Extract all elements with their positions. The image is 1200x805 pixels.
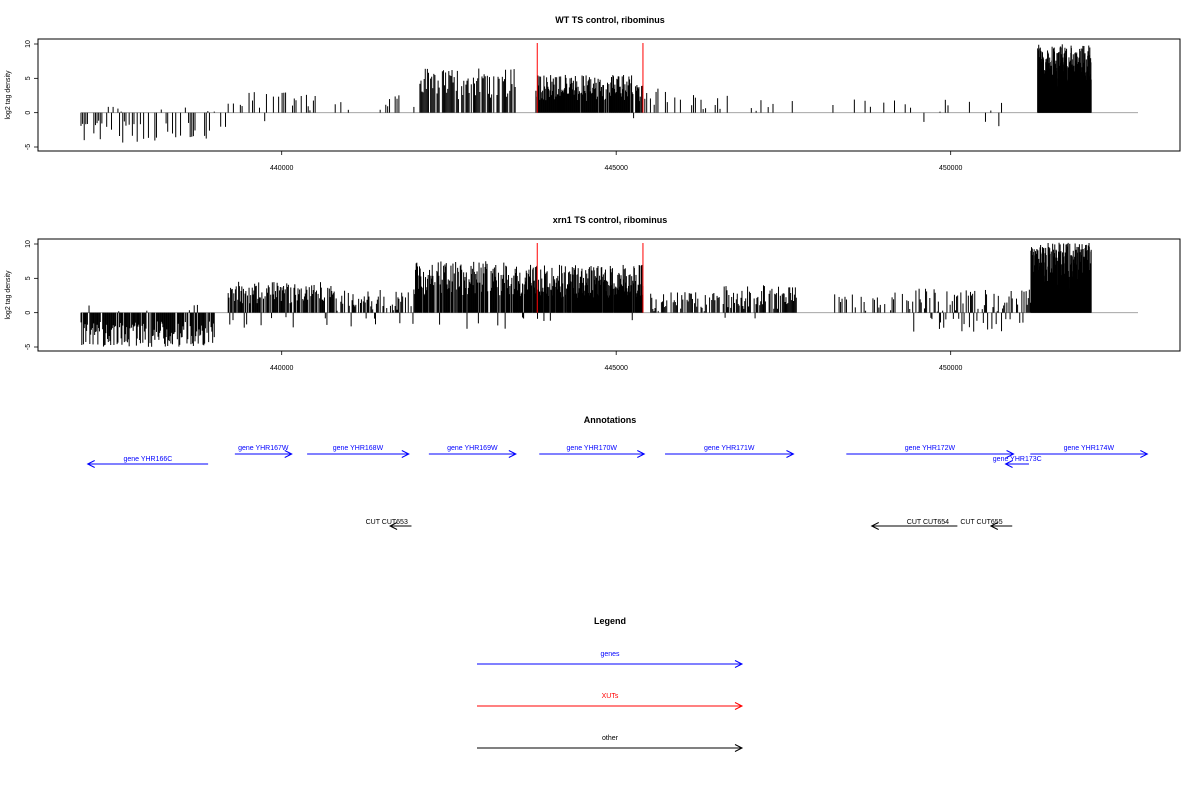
gene-arrow-head [508, 450, 517, 458]
annotations-title: Annotations [584, 415, 637, 425]
panel2-ylabel: log2 tag density [5, 270, 12, 320]
panel2-plot: -5 0 5 10 440000 445000 450000 [25, 238, 1181, 372]
legend-title: Legend [594, 616, 626, 626]
x-tick-label: 450000 [939, 165, 962, 172]
legend-arrow-head [734, 744, 744, 752]
x-tick-label: 445000 [605, 365, 628, 372]
x-tick-label: 450000 [939, 365, 962, 372]
cut-arrow-head [989, 522, 999, 530]
cut-arrow-head [388, 522, 398, 530]
y-tick-label: 5 [25, 76, 32, 80]
panel1-title: WT TS control, ribominus [555, 15, 665, 25]
gene-label: gene YHR170W [567, 445, 618, 452]
legend-item-label: other [602, 735, 619, 742]
gene-arrow-head [1004, 460, 1013, 468]
y-tick-label: 10 [25, 240, 32, 248]
gene-label: gene YHR166C [123, 456, 172, 463]
gene-arrow-head [1140, 450, 1149, 458]
gene-label: gene YHR172W [905, 445, 956, 452]
y-tick-label: 0 [25, 111, 32, 115]
legend-item-label: genes [600, 651, 620, 658]
gene-arrow-head [284, 450, 293, 458]
y-tick-label: 5 [25, 276, 32, 280]
cut-arrow-head [870, 522, 879, 530]
y-tick-label: 10 [25, 40, 32, 48]
gene-label: gene YHR174W [1064, 445, 1115, 452]
cut-label: CUT CUT655 [960, 519, 1002, 526]
y-tick-label: -5 [25, 144, 32, 150]
gene-arrow-head [1006, 450, 1015, 458]
legend-arrow-head [734, 702, 744, 710]
legend-item-label: XUTs [602, 693, 619, 700]
legend-arrow-head [734, 660, 744, 668]
x-tick-label: 440000 [270, 365, 293, 372]
cut-label: CUT CUT654 [907, 519, 949, 526]
panel1-ylabel: log2 tag density [5, 70, 12, 120]
y-tick-label: 0 [25, 311, 32, 315]
gene-arrow-head [86, 460, 95, 468]
plot-frame [37, 238, 1181, 352]
y-tick-label: -5 [25, 344, 32, 350]
panel1-plot: -5 0 5 10 440000 445000 450000 [25, 38, 1181, 172]
panel2-title: xrn1 TS control, ribominus [553, 215, 668, 225]
annotations-track: gene YHR166C gene YHR167W gene YHR168W gene… [86, 445, 1149, 530]
gene-arrow-head [401, 450, 410, 458]
x-tick-label: 445000 [605, 165, 628, 172]
gene-label: gene YHR169W [447, 445, 498, 452]
legend: genes XUTs other [477, 651, 744, 752]
gene-arrow-head [786, 450, 795, 458]
x-tick-label: 440000 [270, 165, 293, 172]
gene-label: gene YHR171W [704, 445, 755, 452]
cut-label: CUT CUT653 [366, 519, 408, 526]
gene-label: gene YHR168W [333, 445, 384, 452]
gene-arrow-head [637, 450, 646, 458]
plot-frame [37, 38, 1181, 152]
gene-label: gene YHR173C [993, 456, 1042, 463]
gene-label: gene YHR167W [238, 445, 289, 452]
